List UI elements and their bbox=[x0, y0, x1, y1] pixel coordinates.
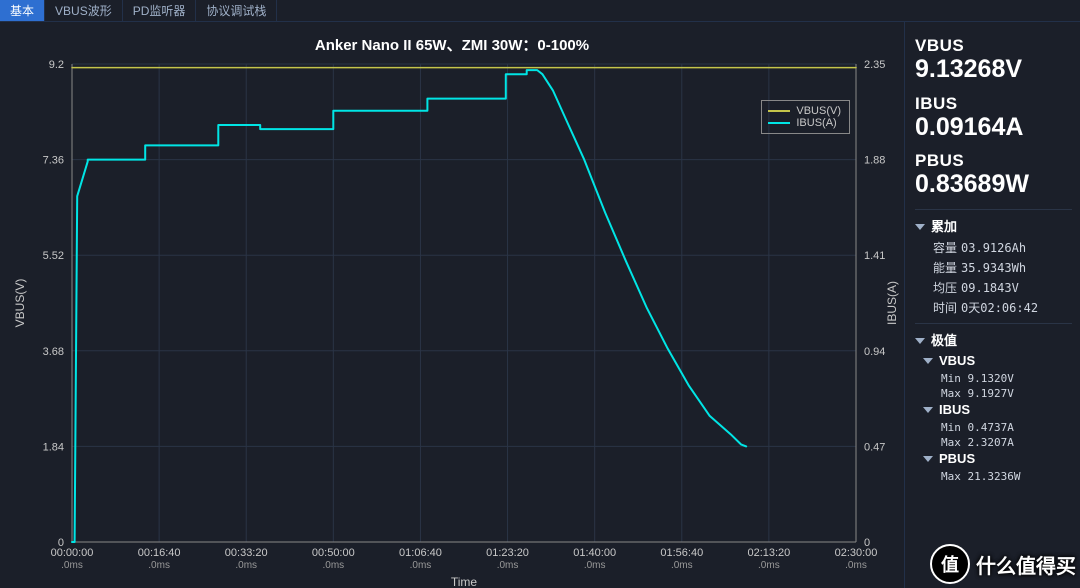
svg-text:.0ms: .0ms bbox=[410, 560, 432, 571]
section-extremes: 极值 VBUS Min 9.1320V Max 9.1927V IBUS Min… bbox=[915, 323, 1072, 485]
readout-vbus-value: 9.13268V bbox=[915, 56, 1072, 84]
svg-text:7.36: 7.36 bbox=[43, 155, 64, 167]
legend-swatch-ibus bbox=[768, 122, 790, 124]
readout-vbus-label: VBUS bbox=[915, 36, 1072, 56]
svg-text:IBUS(A): IBUS(A) bbox=[885, 281, 899, 325]
svg-text:02:30:00: 02:30:00 bbox=[835, 547, 878, 559]
extreme-sub-vbus[interactable]: VBUS bbox=[923, 353, 1072, 368]
section-accum: 累加 容量03.9126Ah 能量35.9343Wh 均压09.1843V 时间… bbox=[915, 209, 1072, 319]
readout-ibus-label: IBUS bbox=[915, 94, 1072, 114]
svg-text:3.68: 3.68 bbox=[43, 346, 64, 358]
extreme-ibus-max: Max 2.3207A bbox=[941, 436, 1072, 449]
legend-label: IBUS(A) bbox=[796, 117, 836, 129]
accum-time: 时间0天02:06:42 bbox=[933, 299, 1072, 316]
extreme-ibus-min: Min 0.4737A bbox=[941, 421, 1072, 434]
svg-text:1.88: 1.88 bbox=[864, 155, 885, 167]
svg-text:00:16:40: 00:16:40 bbox=[138, 547, 181, 559]
svg-text:5.52: 5.52 bbox=[43, 250, 64, 262]
svg-text:Time: Time bbox=[451, 575, 478, 588]
extreme-sub-pbus[interactable]: PBUS bbox=[923, 451, 1072, 466]
extreme-pbus-max: Max 21.3236W bbox=[941, 470, 1072, 483]
readout-pbus-value: 0.83689W bbox=[915, 171, 1072, 199]
svg-text:9.2: 9.2 bbox=[49, 59, 64, 71]
accum-avgv: 均压09.1843V bbox=[933, 279, 1072, 296]
svg-text:.0ms: .0ms bbox=[758, 560, 780, 571]
svg-text:.0ms: .0ms bbox=[671, 560, 693, 571]
chart-legend: VBUS(V) IBUS(A) bbox=[761, 100, 850, 134]
svg-text:02:13:20: 02:13:20 bbox=[747, 547, 790, 559]
tab-vbus-wave[interactable]: VBUS波形 bbox=[45, 0, 123, 21]
tab-pd-listen[interactable]: PD监听器 bbox=[123, 0, 197, 21]
svg-text:01:40:00: 01:40:00 bbox=[573, 547, 616, 559]
svg-text:.0ms: .0ms bbox=[235, 560, 257, 571]
svg-text:.0ms: .0ms bbox=[61, 560, 83, 571]
extreme-sub-ibus[interactable]: IBUS bbox=[923, 402, 1072, 417]
svg-text:01:23:20: 01:23:20 bbox=[486, 547, 529, 559]
tab-protocol[interactable]: 协议调试栈 bbox=[196, 0, 277, 21]
tab-bar: 基本 VBUS波形 PD监听器 协议调试栈 bbox=[0, 0, 1080, 22]
svg-text:.0ms: .0ms bbox=[497, 560, 519, 571]
section-heading[interactable]: 累加 bbox=[915, 216, 1072, 235]
readout-ibus-value: 0.09164A bbox=[915, 114, 1072, 142]
svg-text:2.35: 2.35 bbox=[864, 59, 885, 71]
svg-text:01:06:40: 01:06:40 bbox=[399, 547, 442, 559]
side-panel: VBUS 9.13268V IBUS 0.09164A PBUS 0.83689… bbox=[904, 22, 1080, 588]
svg-text:0.47: 0.47 bbox=[864, 441, 885, 453]
readout-pbus-label: PBUS bbox=[915, 151, 1072, 171]
tab-basic[interactable]: 基本 bbox=[0, 0, 45, 21]
extreme-vbus-min: Min 9.1320V bbox=[941, 372, 1072, 385]
chart-area[interactable]: Anker Nano II 65W、ZMI 30W：0-100% 00:00:0… bbox=[0, 22, 904, 588]
svg-text:1.41: 1.41 bbox=[864, 250, 885, 262]
legend-label: VBUS(V) bbox=[796, 105, 841, 117]
svg-text:.0ms: .0ms bbox=[148, 560, 170, 571]
svg-text:0.94: 0.94 bbox=[864, 346, 885, 358]
section-heading[interactable]: 极值 bbox=[915, 330, 1072, 349]
svg-text:.0ms: .0ms bbox=[584, 560, 606, 571]
svg-text:VBUS(V): VBUS(V) bbox=[13, 279, 27, 328]
svg-text:0: 0 bbox=[864, 537, 870, 549]
svg-text:00:33:20: 00:33:20 bbox=[225, 547, 268, 559]
svg-text:0: 0 bbox=[58, 537, 64, 549]
legend-swatch-vbus bbox=[768, 110, 790, 112]
svg-text:01:56:40: 01:56:40 bbox=[660, 547, 703, 559]
legend-item: VBUS(V) bbox=[768, 105, 841, 117]
legend-item: IBUS(A) bbox=[768, 117, 841, 129]
svg-text:.0ms: .0ms bbox=[845, 560, 867, 571]
extreme-vbus-max: Max 9.1927V bbox=[941, 387, 1072, 400]
svg-text:00:50:00: 00:50:00 bbox=[312, 547, 355, 559]
svg-text:.0ms: .0ms bbox=[322, 560, 344, 571]
svg-text:1.84: 1.84 bbox=[43, 441, 64, 453]
accum-capacity: 容量03.9126Ah bbox=[933, 239, 1072, 256]
accum-energy: 能量35.9343Wh bbox=[933, 259, 1072, 276]
